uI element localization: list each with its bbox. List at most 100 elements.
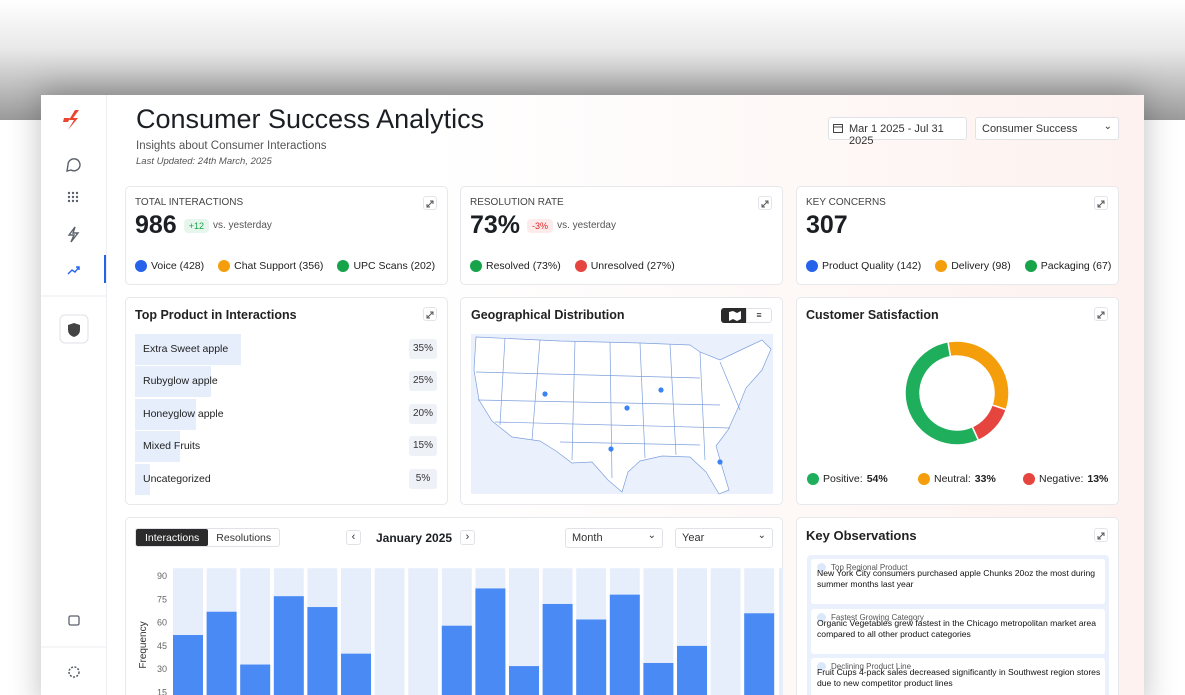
next-button[interactable]: ›: [460, 530, 475, 545]
expand-button[interactable]: [1094, 307, 1108, 321]
breakdown-icon: [337, 260, 350, 272]
select-value: Month: [572, 532, 603, 544]
breakdown-item: UPC Scans (202): [337, 260, 435, 272]
kpi-value: 307: [806, 211, 848, 239]
list-view-button[interactable]: ≡: [746, 308, 772, 323]
kpi-card: [796, 186, 1119, 285]
breakdown-item: Packaging (67): [1024, 260, 1111, 272]
breakdown-icon: [1024, 260, 1037, 272]
kpi-breakdown: Product Quality (142) Delivery (98) Packag…: [806, 260, 1111, 272]
last-updated: Last Updated: 24th March, 2025: [136, 156, 272, 167]
map-view-button[interactable]: [721, 308, 746, 323]
team-value: Consumer Success: [982, 123, 1078, 135]
card-title: Top Product in Interactions: [135, 308, 297, 322]
chevron: ⌄: [1103, 121, 1112, 132]
legend-label: Neutral:: [934, 473, 971, 485]
breakdown-text: UPC Scans (202): [353, 260, 436, 272]
observation-item: Fastest Growing Category Organic Vegetabl…: [811, 609, 1105, 654]
breakdown-icon: [806, 260, 818, 272]
period-select[interactable]: Month ⌄: [565, 528, 663, 548]
sidebar: [41, 95, 107, 695]
breakdown-item: Voice (428): [135, 260, 204, 272]
expand-icon: [426, 200, 434, 208]
observation-tag: Declining Product Line: [817, 662, 911, 671]
kpi-label: RESOLUTION RATE: [470, 197, 564, 208]
expand-button[interactable]: [758, 196, 772, 210]
observation-text: Fruit Cups 4-pack sales decreased signif…: [817, 667, 1101, 688]
legend-item: Neutral: 33%: [918, 473, 996, 485]
kpi-value-row: 307: [806, 211, 848, 240]
period-select[interactable]: Year ⌄: [675, 528, 773, 548]
legend-value: 33%: [974, 473, 996, 485]
tag-text: Top Regional Product: [831, 563, 908, 572]
breakdown-icon: [470, 260, 482, 272]
observation-item: Top Regional Product New York City consum…: [811, 559, 1105, 604]
kpi-delta-note: vs. yesterday: [213, 220, 272, 231]
shield-icon: [68, 323, 80, 337]
bolt-icon[interactable]: [67, 226, 80, 243]
card-title: Key Observations: [806, 528, 917, 543]
tag-icon: [817, 662, 826, 671]
tab[interactable]: Resolutions: [216, 532, 272, 544]
card-title: Geographical Distribution: [471, 308, 625, 322]
legend-icon: [918, 473, 930, 485]
date-range-button[interactable]: Mar 1 2025 - Jul 31 2025: [828, 117, 967, 147]
expand-icon: [426, 311, 434, 319]
page-subtitle: Insights about Consumer Interactions: [136, 140, 327, 152]
product-bar: [135, 431, 181, 463]
breakdown-icon: [935, 260, 948, 272]
settings-icon[interactable]: [68, 666, 80, 678]
expand-button[interactable]: [423, 307, 437, 321]
tab-group: Interactions Resolutions: [135, 528, 281, 547]
kpi-value: 73%: [470, 211, 521, 239]
breakdown-icon: [135, 260, 147, 272]
breakdown-text: Unresolved (27%): [590, 260, 675, 272]
tag-text: Declining Product Line: [831, 662, 912, 671]
breakdown-item: Product Quality (142): [806, 260, 921, 272]
product-percent: 15%: [409, 436, 437, 457]
tag-icon: [817, 563, 826, 572]
trend-icon[interactable]: [67, 266, 80, 275]
expand-icon: [1097, 532, 1105, 540]
breakdown-text: Chat Support (356): [234, 260, 324, 272]
prev-button[interactable]: ‹: [346, 530, 361, 545]
breakdown-item: Resolved (73%): [470, 260, 561, 272]
observation-text: Organic Vegetables grew fastest in the C…: [817, 618, 1096, 639]
chat-icon[interactable]: [66, 158, 81, 172]
breakdown-text: Voice (428): [151, 260, 205, 272]
breakdown-text: Resolved (73%): [486, 260, 561, 272]
kpi-card: [125, 186, 448, 285]
calendar-icon: [833, 124, 843, 133]
tab[interactable]: Interactions: [136, 529, 209, 546]
expand-button[interactable]: [1094, 196, 1108, 210]
kpi-delta: -3%: [527, 218, 554, 233]
breakdown-item: Unresolved (27%): [574, 260, 675, 272]
kpi-breakdown: Resolved (73%) Unresolved (27%): [470, 260, 675, 272]
legend-value: 13%: [1087, 473, 1109, 485]
breakdown-text: Delivery (98): [951, 260, 1011, 272]
team-select[interactable]: Consumer Success ⌄: [975, 117, 1119, 140]
legend-icon: [807, 473, 819, 485]
product-label: Honeyglow apple: [143, 407, 224, 420]
expand-button[interactable]: [1094, 528, 1108, 542]
breakdown-item: Chat Support (356): [218, 260, 323, 272]
product-label: Uncategorized: [143, 472, 211, 485]
product-percent: 5%: [409, 468, 437, 489]
expand-icon: [761, 200, 769, 208]
expand-icon: [1097, 200, 1105, 208]
tag-text: Fastest Growing Category: [831, 613, 924, 622]
expand-button[interactable]: [423, 196, 437, 210]
apps-icon[interactable]: [67, 191, 79, 203]
product-label: Mixed Fruits: [143, 440, 201, 453]
breakdown-item: Delivery (98): [935, 260, 1011, 272]
date-range: Mar 1 2025 - Jul 31 2025: [849, 123, 944, 147]
product-bar: [135, 366, 211, 398]
product-percent: 35%: [409, 339, 437, 359]
breakdown-icon: [218, 260, 231, 272]
tag-icon: [817, 613, 826, 622]
panel-icon[interactable]: [68, 615, 80, 626]
kpi-value-row: 986 +12 vs. yesterday: [135, 211, 272, 240]
legend-label: Positive:: [823, 473, 863, 485]
product-bar: [135, 463, 151, 495]
